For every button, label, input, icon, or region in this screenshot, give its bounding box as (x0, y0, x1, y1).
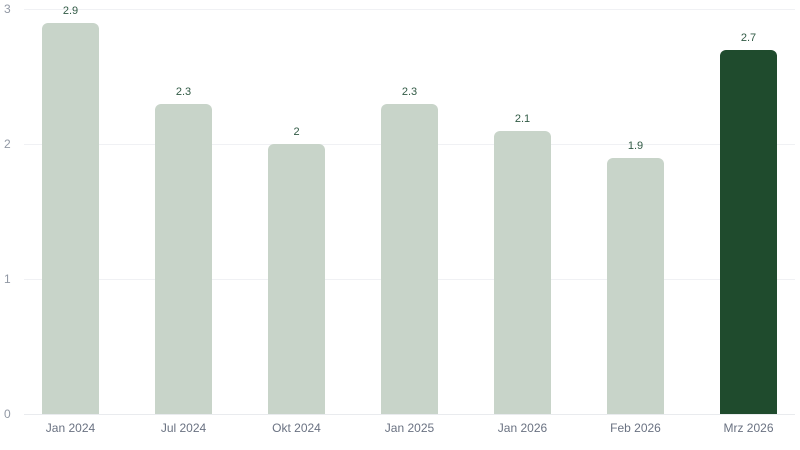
bar-value-label: 2.7 (740, 31, 757, 44)
bar-jan-2024[interactable] (42, 22, 99, 414)
bar-feb-2026[interactable] (607, 157, 664, 414)
bar-value-label: 1.9 (627, 139, 644, 152)
x-tick-label: Jan 2025 (384, 421, 435, 435)
bar-jan-2025[interactable] (381, 103, 438, 414)
x-tick-label: Feb 2026 (610, 421, 661, 435)
bar-okt-2024[interactable] (268, 144, 325, 414)
bar-mrz-2026[interactable] (720, 49, 777, 414)
bar-value-label: 2.1 (514, 112, 531, 125)
y-tick-label: 1 (4, 272, 11, 286)
bar-value-label: 2.9 (62, 4, 79, 17)
bar-jan-2026[interactable] (494, 130, 551, 414)
gridline (24, 9, 795, 10)
x-tick-label: Jan 2026 (497, 421, 548, 435)
bar-value-label: 2.3 (175, 85, 192, 98)
x-tick-label: Jul 2024 (160, 421, 207, 435)
y-tick-label: 0 (4, 407, 11, 421)
gridline (24, 414, 795, 415)
x-tick-label: Jan 2024 (45, 421, 96, 435)
x-tick-label: Okt 2024 (272, 421, 321, 435)
y-tick-label: 3 (4, 2, 11, 16)
bar-jul-2024[interactable] (155, 103, 212, 414)
y-tick-label: 2 (4, 137, 11, 151)
x-tick-label: Mrz 2026 (723, 421, 774, 435)
bar-value-label: 2.3 (401, 85, 418, 98)
bar-value-label: 2 (293, 126, 300, 138)
